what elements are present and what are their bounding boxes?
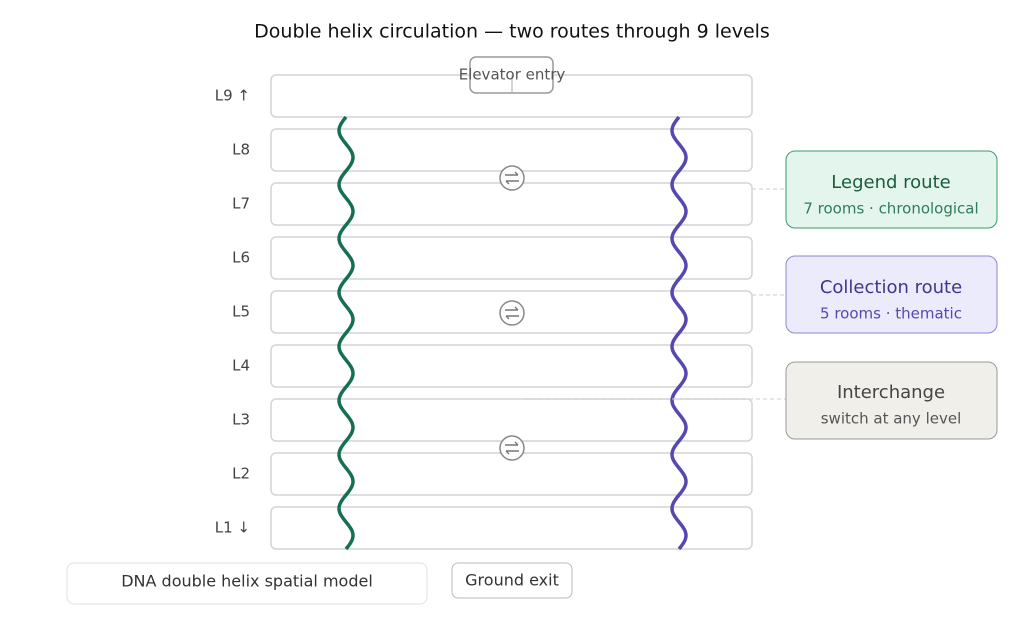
levels: L9 ↑ L8 L7 L6 L5 L4 L3 L2 L1 ↓ — [215, 74, 753, 550]
callout-subtitle: 5 rooms · thematic — [820, 305, 962, 323]
level-label: L7 — [232, 195, 250, 213]
swap-arrows — [505, 306, 519, 320]
level-label: L9 ↑ — [215, 87, 250, 105]
level-slab — [270, 128, 753, 172]
interchange-callout — [785, 361, 998, 440]
interchange-icon — [499, 165, 525, 191]
interchange-icons — [499, 165, 525, 461]
model-label: DNA double helix spatial model — [121, 572, 373, 591]
interchange-icon — [499, 300, 525, 326]
level-label: L4 — [232, 357, 250, 375]
model-box — [66, 562, 428, 605]
collection-helix — [670, 115, 688, 551]
level-label: L6 — [232, 249, 250, 267]
callout-title: Legend route — [831, 172, 950, 193]
callout-title: Interchange — [837, 382, 945, 403]
level-label: L1 ↓ — [215, 519, 250, 537]
callout-subtitle: 7 rooms · chronological — [803, 200, 978, 218]
level-slab — [270, 344, 753, 388]
level-label: L3 — [232, 411, 250, 429]
exit-label[interactable]: Ground exit — [465, 571, 559, 590]
level-label: L5 — [232, 303, 250, 321]
elevator-label: Elevator entry — [459, 66, 566, 84]
level-slab — [270, 506, 753, 550]
swap-arrows — [505, 441, 519, 455]
collection-callout — [785, 255, 998, 334]
callout-title: Collection route — [820, 277, 962, 298]
legend-helix — [337, 115, 355, 551]
exit-box — [451, 562, 573, 599]
swap-arrows — [505, 171, 519, 185]
interchange-icon — [499, 435, 525, 461]
level-label: L8 — [232, 141, 250, 159]
level-slab — [270, 398, 753, 442]
level-slab — [270, 236, 753, 280]
title: Double helix circulation — two routes th… — [254, 21, 770, 43]
legend-callout — [785, 150, 998, 229]
level-label: L2 — [232, 465, 250, 483]
callout-subtitle: switch at any level — [821, 410, 962, 428]
